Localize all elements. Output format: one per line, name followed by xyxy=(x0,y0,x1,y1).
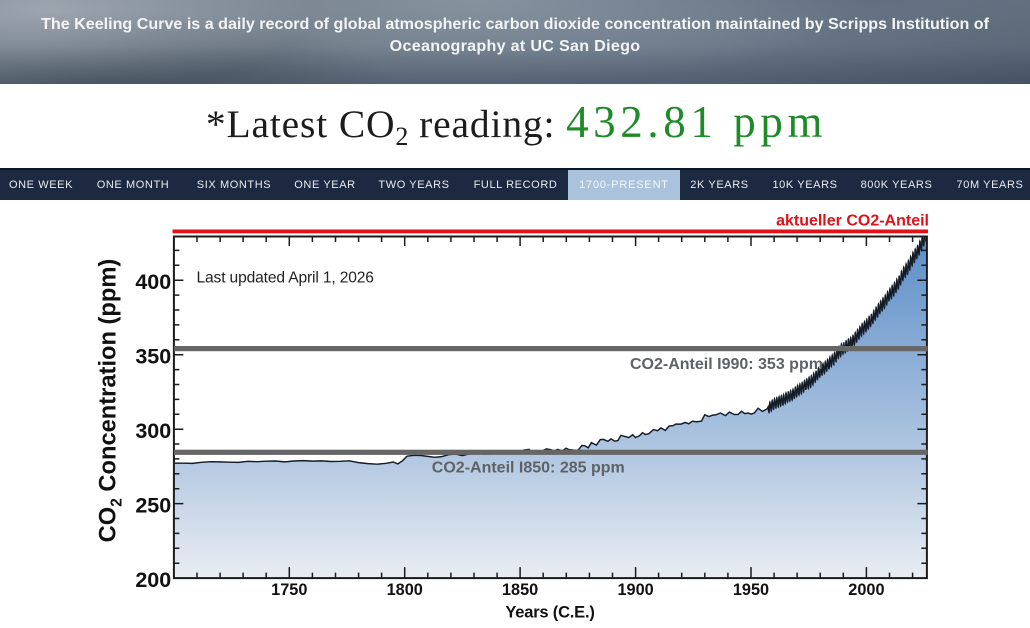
svg-text:Years (C.E.): Years (C.E.) xyxy=(505,603,594,621)
svg-text:250: 250 xyxy=(135,493,171,517)
svg-text:200: 200 xyxy=(135,568,171,592)
svg-text:1750: 1750 xyxy=(271,581,307,599)
svg-text:400: 400 xyxy=(135,270,171,294)
svg-text:1950: 1950 xyxy=(733,581,769,599)
svg-text:2000: 2000 xyxy=(848,581,884,599)
svg-text:CO2-Anteil I990: 353 ppm: CO2-Anteil I990: 353 ppm xyxy=(630,356,823,373)
svg-text:CO2 Concentration (ppm): CO2 Concentration (ppm) xyxy=(96,259,126,543)
svg-text:1850: 1850 xyxy=(502,581,538,599)
svg-text:aktueller CO2-Anteil: aktueller CO2-Anteil xyxy=(776,212,929,229)
svg-text:Last updated April 1, 2026: Last updated April 1, 2026 xyxy=(197,269,374,286)
svg-text:1800: 1800 xyxy=(387,581,423,599)
svg-text:350: 350 xyxy=(135,345,171,369)
svg-text:300: 300 xyxy=(135,419,171,443)
svg-text:1900: 1900 xyxy=(617,581,653,599)
svg-text:CO2-Anteil I850: 285 ppm: CO2-Anteil I850: 285 ppm xyxy=(432,459,625,476)
